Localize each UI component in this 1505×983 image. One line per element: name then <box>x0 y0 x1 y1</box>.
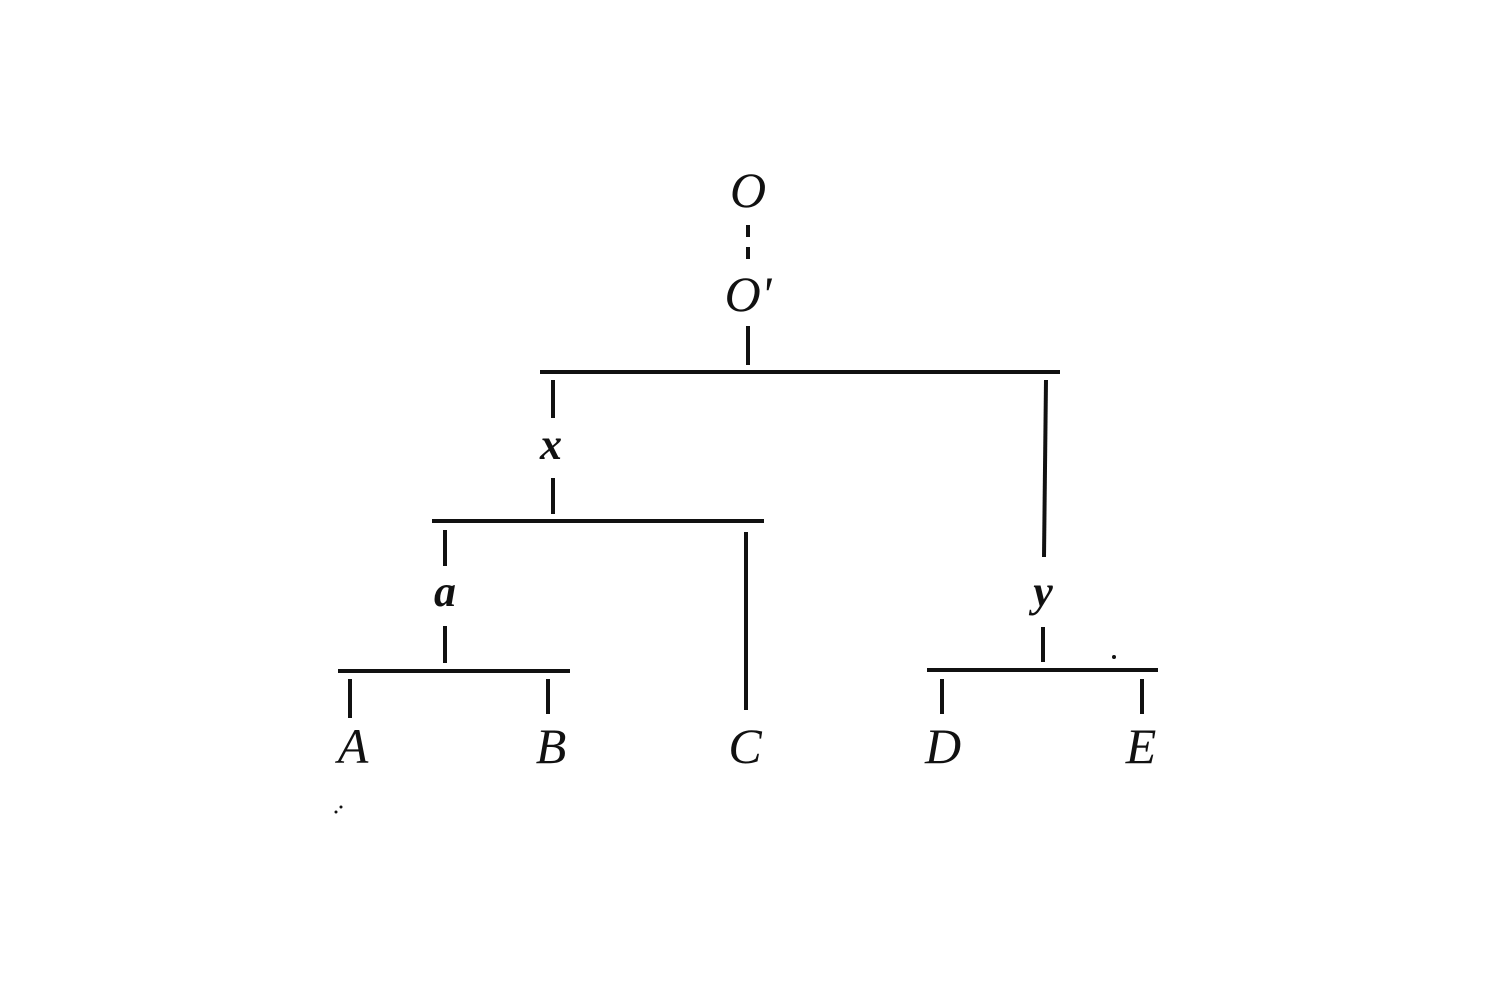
node-label-A: A <box>335 718 369 774</box>
node-label-D: D <box>924 718 961 774</box>
node-label-x: x <box>539 420 562 469</box>
edge-bar-to-y <box>1042 379 1048 558</box>
node-label-O-prime: O' <box>725 266 773 322</box>
node-label-E: E <box>1125 718 1157 774</box>
node-label-B: B <box>536 718 567 774</box>
node-label-O: O <box>730 162 766 218</box>
node-label-a: a <box>434 567 456 616</box>
scan-speck <box>334 810 338 814</box>
node-label-C: C <box>728 718 762 774</box>
scan-speck <box>1112 655 1116 659</box>
node-label-y: y <box>1028 567 1053 616</box>
scan-speck <box>339 805 343 809</box>
